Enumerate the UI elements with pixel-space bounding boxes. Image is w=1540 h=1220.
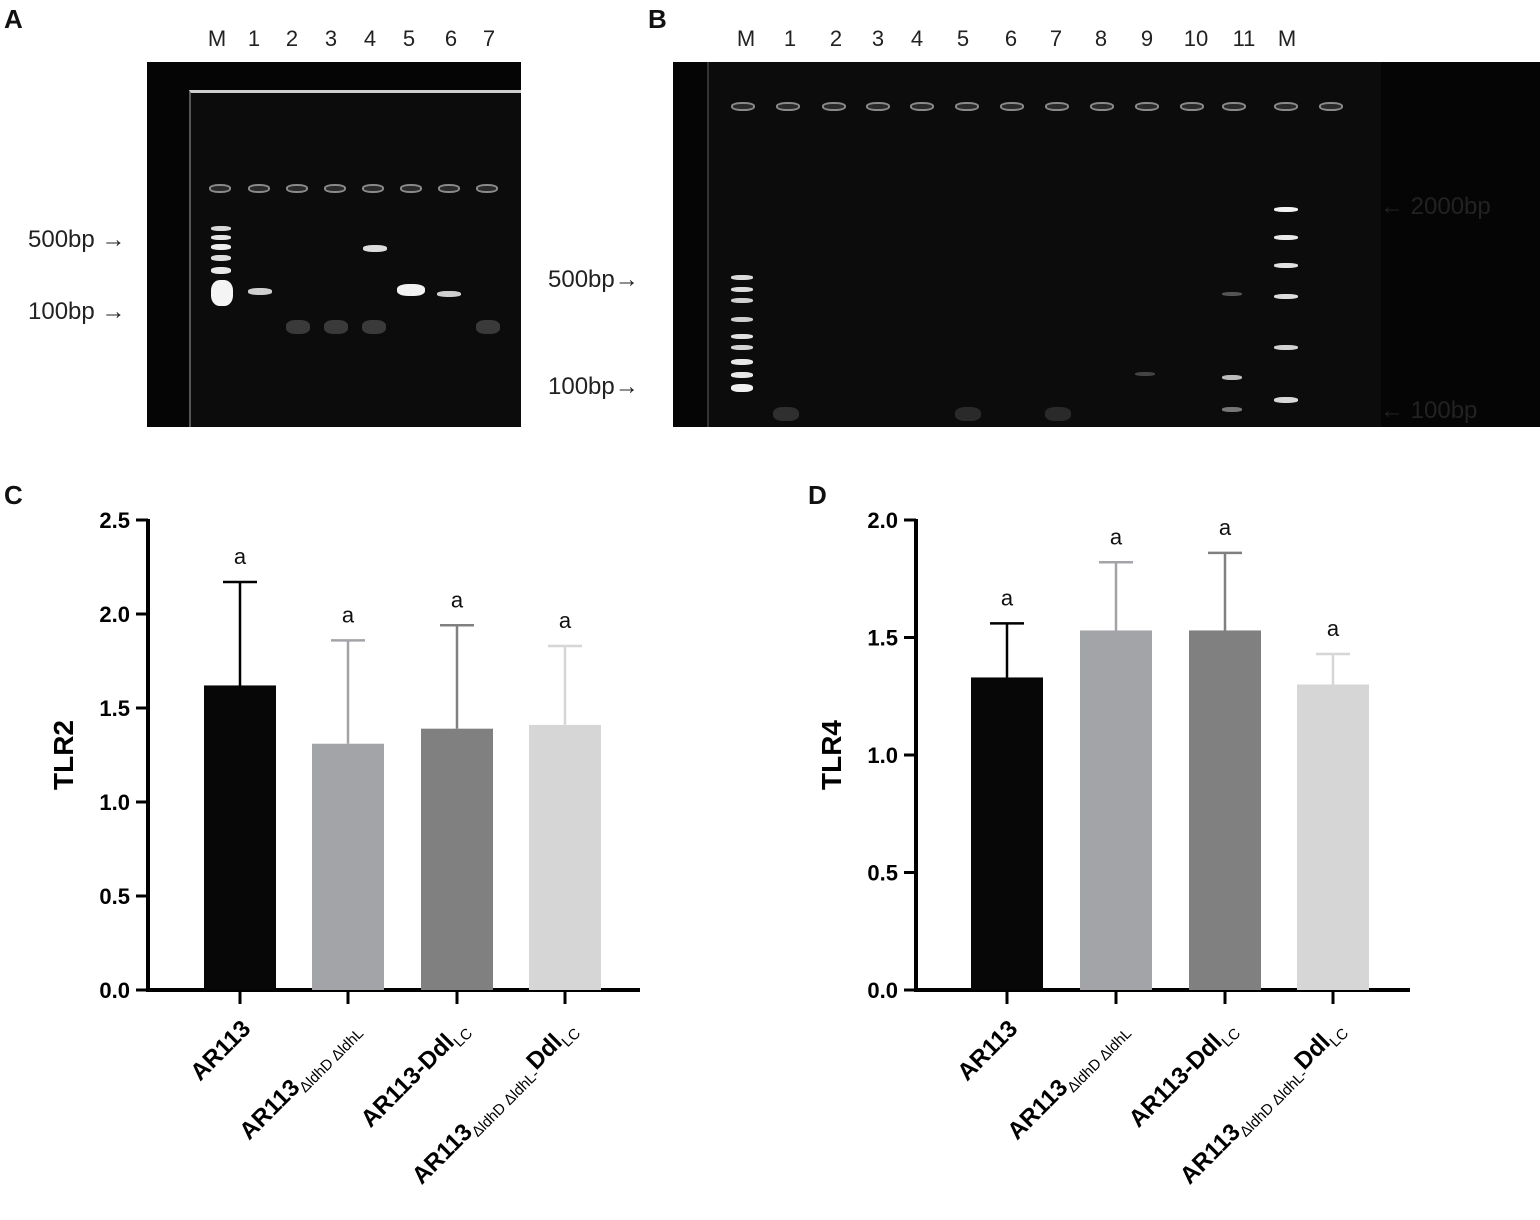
chart-c-y-axis-label: TLR2 (48, 720, 79, 790)
gel-a-lane-label-2: 2 (285, 26, 299, 51)
gel-image-b (673, 62, 1540, 427)
gel-a-lane-label-4: 4 (363, 26, 377, 51)
chart-d-category-label-2: AR113-DdlLC (1124, 1015, 1244, 1135)
chart-d-significance-2: a (1219, 515, 1232, 540)
chart-c-tlr2: 0.00.51.01.52.02.5TLR2aAR113aAR113ΔldhD … (48, 508, 640, 1190)
gel-b-lane-label-6: 6 (1004, 26, 1018, 51)
panel-letter-d: D (808, 480, 827, 510)
gel-b-marker-100bp-left: 100bp→ (548, 373, 639, 400)
chart-c-bar-3 (529, 724, 601, 990)
chart-c-category-label-0: AR113 (185, 1015, 256, 1086)
gel-b-lane-label-0: M (736, 26, 756, 51)
gel-a-marker-100bp: 100bp → (28, 298, 126, 325)
gel-b-lane-label-9: 9 (1140, 26, 1154, 51)
chart-d-category-label-0: AR113 (952, 1015, 1023, 1086)
gel-a-lane-label-1: 1 (247, 26, 261, 51)
chart-d-bar-0 (971, 677, 1043, 990)
panel-letter-b: B (648, 4, 667, 34)
chart-d-bar-2 (1189, 630, 1261, 990)
gel-b-lane-label-4: 4 (910, 26, 924, 51)
chart-c-significance-1: a (342, 602, 355, 627)
chart-d-y-tick-label-0: 0.0 (867, 978, 898, 1003)
chart-c-y-tick-label-1: 0.5 (99, 884, 130, 909)
chart-d-y-axis-label: TLR4 (816, 720, 847, 790)
gel-a-lane-label-0: M (207, 26, 227, 51)
chart-c-significance-2: a (451, 587, 464, 612)
gel-b-lane-label-5: 5 (956, 26, 970, 51)
gel-b-lane-label-3: 3 (871, 26, 885, 51)
gel-b-lane-label-10: 10 (1183, 26, 1209, 51)
gel-b-lane-label-1: 1 (783, 26, 797, 51)
chart-c-y-tick-label-0: 0.0 (99, 978, 130, 1003)
gel-a-lane-label-3: 3 (324, 26, 338, 51)
chart-d-bar-3 (1297, 684, 1369, 990)
chart-c-bar-1 (312, 743, 384, 990)
chart-d-significance-0: a (1001, 585, 1014, 610)
chart-d-significance-3: a (1327, 616, 1340, 641)
gel-b-lane-label-8: 8 (1094, 26, 1108, 51)
gel-b-lane-label-12: M (1277, 26, 1297, 51)
gel-image-a (147, 62, 521, 427)
chart-c-bar-0 (204, 685, 276, 990)
gel-a-lane-label-5: 5 (402, 26, 416, 51)
panel-letter-a: A (4, 4, 23, 34)
chart-c-y-tick-label-2: 1.0 (99, 790, 130, 815)
chart-d-y-tick-label-1: 0.5 (867, 861, 898, 886)
chart-d-y-tick-label-3: 1.5 (867, 626, 898, 651)
chart-c-y-tick-label-4: 2.0 (99, 602, 130, 627)
chart-c-bar-2 (421, 728, 493, 990)
chart-d-y-tick-label-2: 1.0 (867, 743, 898, 768)
panel-letter-c: C (4, 480, 23, 510)
chart-c-y-tick-label-5: 2.5 (99, 508, 130, 533)
gel-b-lane-label-11: 11 (1232, 26, 1256, 51)
chart-d-significance-1: a (1110, 524, 1123, 549)
chart-c-significance-0: a (234, 544, 247, 569)
gel-a-lane-label-7: 7 (482, 26, 496, 51)
chart-c-significance-3: a (559, 608, 572, 633)
gel-b-lane-label-7: 7 (1049, 26, 1063, 51)
gel-b-lane-label-2: 2 (829, 26, 843, 51)
gel-a-marker-500bp: 500bp → (28, 226, 126, 253)
chart-c-category-label-2: AR113-DdlLC (356, 1015, 476, 1135)
chart-d-bar-1 (1080, 630, 1152, 990)
chart-c-y-tick-label-3: 1.5 (99, 696, 130, 721)
gel-b-marker-2000bp-right: ← 2000bp (1380, 193, 1491, 220)
gel-a-lane-label-6: 6 (444, 26, 458, 51)
gel-b-marker-100bp-right: ← 100bp (1380, 397, 1478, 424)
gel-b-marker-500bp-left: 500bp→ (548, 266, 639, 293)
chart-d-y-tick-label-4: 2.0 (867, 508, 898, 533)
